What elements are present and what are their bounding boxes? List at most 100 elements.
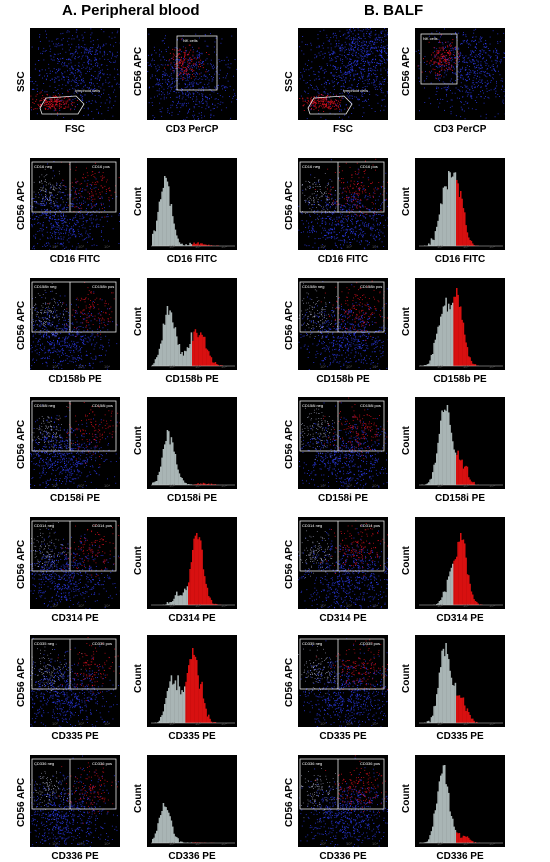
xlabel-hist-marker: CD158b PE [142, 374, 242, 385]
events-red [164, 39, 210, 80]
gate-box [32, 401, 116, 451]
ylabel-cd56-apc: CD56 APC [284, 658, 295, 707]
events-blue [299, 402, 388, 489]
xlabel-marker: CD336 PE [25, 851, 125, 862]
xlabel-cd3: CD3 PerCP [410, 124, 510, 135]
events-white [32, 406, 74, 455]
ylabel-count: Count [133, 784, 144, 813]
events-red [62, 524, 119, 577]
ylabel-count: Count [133, 546, 144, 575]
gate-label-pos: CD158i pos [92, 403, 113, 408]
events-white [32, 169, 73, 226]
xlabel-hist-marker: CD314 PE [410, 613, 510, 624]
ylabel-cd56: CD56 APC [133, 47, 144, 96]
gate-label-pos: CD335 pos [92, 641, 112, 646]
gate-label-pos: CD16 pos [92, 164, 110, 169]
ylabel-cd56-apc: CD56 APC [284, 420, 295, 469]
gate-box [300, 162, 384, 212]
events-blue [30, 161, 120, 250]
gate-label-pos: CD314 pos [360, 523, 380, 528]
histogram-bars [152, 176, 219, 246]
gate-label-pos: CD336 pos [92, 761, 112, 766]
xlabel-marker: CD335 PE [293, 731, 393, 742]
gate-label-neg: CD158b neg [34, 284, 56, 289]
events-white [30, 283, 70, 336]
xlabel-hist-marker: CD335 PE [410, 731, 510, 742]
ylabel-cd56-apc: CD56 APC [16, 658, 27, 707]
ylabel-cd56-apc: CD56 APC [16, 540, 27, 589]
xlabel-fsc: FSC [25, 124, 125, 135]
svg-text:10²: 10² [52, 244, 58, 249]
lymphoid-gate-label: lymphoid cells [75, 88, 100, 93]
events-red [58, 762, 118, 823]
xlabel-hist-marker: CD158b PE [410, 374, 510, 385]
lymphoid-scatter-balf: lymphoid cells [298, 28, 388, 120]
ylabel-cd56-apc: CD56 APC [284, 301, 295, 350]
histogram-bars [420, 288, 479, 366]
xlabel-hist-marker: CD158i PE [142, 493, 242, 504]
events-blue [299, 758, 388, 847]
xlabel-marker: CD158i PE [293, 493, 393, 504]
xlabel-marker: CD16 FITC [25, 254, 125, 265]
events-blue [30, 529, 120, 609]
svg-text:10⁴: 10⁴ [104, 244, 110, 249]
nk-scatter-balf: NK cells [415, 28, 505, 120]
lymphoid-gate-label: lymphoid cells [343, 88, 368, 93]
histogram-bars [424, 643, 478, 723]
xlabel-hist-marker: CD336 PE [410, 851, 510, 862]
ylabel-cd56-apc: CD56 APC [16, 301, 27, 350]
xlabel-hist-marker: CD16 FITC [410, 254, 510, 265]
ylabel-cd56-apc: CD56 APC [284, 181, 295, 230]
gate-label-neg: CD336 neg [302, 761, 322, 766]
nk-scatter-pb: NK cells [147, 28, 237, 120]
xlabel-cd3: CD3 PerCP [142, 124, 242, 135]
svg-text:10³: 10³ [195, 244, 201, 249]
ylabel-count: Count [133, 307, 144, 336]
events-white [300, 768, 340, 822]
gate-label-pos: CD314 pos [92, 523, 112, 528]
ylabel-ssc: SSC [284, 71, 295, 92]
events-white [298, 646, 336, 694]
xlabel-marker: CD336 PE [293, 851, 393, 862]
xlabel-marker: CD158b PE [25, 374, 125, 385]
xlabel-marker: CD158i PE [25, 493, 125, 504]
histogram-bars [420, 765, 480, 843]
ylabel-count: Count [401, 426, 412, 455]
gate-label-neg: CD16 neg [34, 164, 52, 169]
svg-text:10³: 10³ [78, 244, 84, 249]
lymphoid-scatter-pb: lymphoid cells [30, 28, 120, 120]
nk-gate-label: NK cells [183, 38, 198, 43]
title-balf: B. BALF [364, 2, 423, 19]
nk-gate-label: NK cells [423, 36, 438, 41]
histogram-bars [421, 405, 479, 485]
gate-label-pos: CD16 pos [360, 164, 378, 169]
xlabel-marker: CD314 PE [293, 613, 393, 624]
gate-label-pos: CD158b pos [92, 284, 114, 289]
events-red [316, 640, 388, 691]
gate-label-pos: CD158b pos [360, 284, 382, 289]
events-blue [147, 33, 237, 120]
xlabel-hist-marker: CD158i PE [410, 493, 510, 504]
histogram-bars [152, 430, 223, 485]
events-blue [30, 28, 120, 120]
ylabel-count: Count [401, 307, 412, 336]
